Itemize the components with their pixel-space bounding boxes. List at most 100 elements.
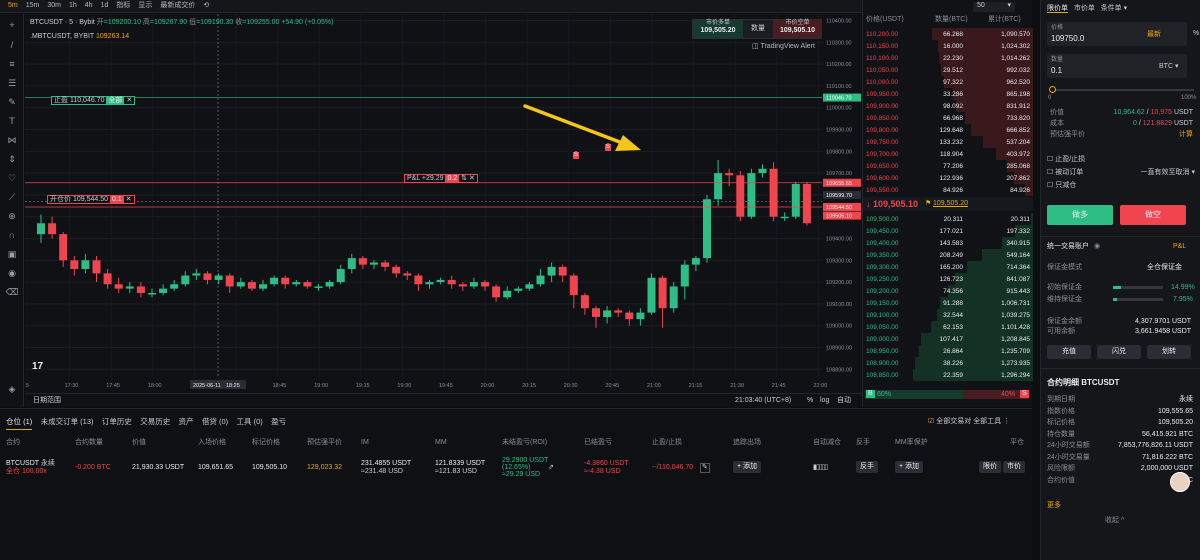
- price-chart[interactable]: 110400.00 110300.00 110200.00 110100.00 1100…: [25, 14, 862, 393]
- bid-row[interactable]: 109,350.00 208.249 549.164: [863, 249, 1033, 261]
- interval-30m[interactable]: 30m: [47, 1, 61, 9]
- bid-row[interactable]: 109,250.00 126.723 841.087: [863, 273, 1033, 285]
- ask-row[interactable]: 109,950.00 33.286 865.198: [863, 88, 1033, 100]
- brush-icon[interactable]: ✎: [8, 97, 16, 107]
- bid-row[interactable]: 109,500.00 20.311 20.311: [863, 213, 1033, 225]
- camera-icon[interactable]: ◫: [752, 43, 759, 50]
- tab-open-orders[interactable]: 未成交订单 (13): [40, 417, 94, 426]
- position-row[interactable]: BTCUSDT 永续 全仓 100.00x -0.200 BTC 21,930.…: [0, 457, 1032, 481]
- tab-trade-history[interactable]: 交易历史: [140, 417, 171, 426]
- column-header[interactable]: 入场价格: [198, 439, 226, 446]
- reverse-button[interactable]: 反手: [856, 461, 878, 474]
- measure-icon[interactable]: ⇕: [8, 154, 16, 164]
- latest-price-menu[interactable]: 最新成交价: [160, 1, 196, 9]
- entry-price-label[interactable]: 开仓价 109,544.50 0.1 ✕: [47, 195, 135, 204]
- quick-qty[interactable]: 数量: [751, 25, 765, 32]
- horizontal-lines-icon[interactable]: ≡: [9, 59, 15, 69]
- indicator-menu[interactable]: 指标: [116, 1, 131, 9]
- ask-row[interactable]: 110,200.00 66.268 1,090.570: [863, 28, 1033, 40]
- bid-row[interactable]: 108,950.00 26.864 1,235.709: [863, 345, 1033, 357]
- percent-icon[interactable]: %: [1193, 30, 1200, 37]
- more-icon[interactable]: ⋮: [1003, 418, 1011, 425]
- tpsl-checkbox[interactable]: ☐: [1047, 156, 1054, 163]
- close-market-button[interactable]: 市价: [1003, 461, 1025, 474]
- bid-row[interactable]: 109,200.00 74.356 915.443: [863, 285, 1033, 297]
- tab-loans[interactable]: 借贷 (0): [201, 417, 229, 426]
- ask-row[interactable]: 109,750.00 133.232 537.204: [863, 136, 1033, 148]
- more-link[interactable]: 更多: [1047, 502, 1061, 509]
- take-profit-label[interactable]: 止盈 110,046.70 全部 ✕: [51, 96, 136, 105]
- bid-row[interactable]: 109,050.00 62.153 1,101.428: [863, 321, 1033, 333]
- tab-tools[interactable]: 工具 (0): [236, 417, 263, 426]
- pattern-icon[interactable]: ⋈: [7, 135, 17, 145]
- trailing-add-button[interactable]: + 添加: [733, 461, 762, 474]
- column-header[interactable]: 止盈/止损: [652, 439, 682, 446]
- column-header[interactable]: MM率保护: [895, 439, 928, 446]
- column-header[interactable]: 预估强平价: [307, 439, 342, 446]
- ask-row[interactable]: 110,050.00 29.512 992.032: [863, 64, 1033, 76]
- tab-assets[interactable]: 资产: [178, 417, 194, 426]
- eye-icon[interactable]: ◉: [1094, 243, 1101, 250]
- convert-button[interactable]: 闪兑: [1097, 345, 1141, 359]
- mm-protect-add-button[interactable]: + 添加: [895, 461, 924, 474]
- reduce-only-checkbox[interactable]: ☐: [1047, 182, 1054, 189]
- close-icon[interactable]: ✕: [125, 196, 132, 203]
- interval-5m[interactable]: 5m: [8, 1, 18, 9]
- tab-limit[interactable]: 限价单: [1047, 5, 1068, 13]
- display-menu[interactable]: 显示: [138, 1, 153, 9]
- ruler-icon[interactable]: ⟋: [8, 192, 16, 202]
- magnet-icon[interactable]: ∩: [8, 230, 16, 240]
- close-limit-button[interactable]: 限价: [979, 461, 1001, 474]
- qty-field[interactable]: 数量 0.1 BTC ▾: [1047, 54, 1187, 78]
- bid-row[interactable]: 109,100.00 32.544 1,039.275: [863, 309, 1033, 321]
- zoom-icon[interactable]: ⊕: [8, 211, 16, 221]
- text-icon[interactable]: T: [9, 116, 15, 126]
- candlestick-canvas[interactable]: 110400.00 110300.00 110200.00 110100.00 1100…: [25, 14, 862, 393]
- qty-slider[interactable]: [1049, 86, 1194, 94]
- close-icon[interactable]: ✕: [126, 97, 133, 104]
- bid-row[interactable]: 109,450.00 177.021 197.332: [863, 225, 1033, 237]
- lock-icon[interactable]: ▣: [7, 249, 17, 259]
- column-header[interactable]: MM: [435, 439, 447, 446]
- transfer-button[interactable]: 划转: [1147, 345, 1191, 359]
- market-sell-button[interactable]: 市价空单 109,505.10: [773, 20, 822, 38]
- ask-row[interactable]: 109,700.00 118.904 403.972: [863, 148, 1033, 160]
- tab-positions[interactable]: 仓位 (1): [6, 417, 33, 430]
- column-header[interactable]: IM: [361, 439, 369, 446]
- column-header[interactable]: 追踪出场: [733, 439, 761, 446]
- column-header[interactable]: 已结盈亏: [584, 439, 612, 446]
- tab-pnl[interactable]: 盈亏: [271, 417, 287, 426]
- crosshair-icon[interactable]: +: [9, 20, 15, 30]
- ask-row[interactable]: 109,550.00 84.926 84.926: [863, 184, 1033, 196]
- bid-row[interactable]: 109,150.00 91.288 1,006.731: [863, 297, 1033, 309]
- column-header[interactable]: 反手: [856, 439, 870, 446]
- heart-icon[interactable]: ♡: [7, 173, 17, 183]
- column-header[interactable]: 未结盈亏(ROI): [502, 439, 548, 446]
- interval-15m[interactable]: 15m: [25, 1, 40, 9]
- long-button[interactable]: 做多: [1047, 205, 1113, 225]
- auto-toggle[interactable]: 自动: [837, 397, 851, 404]
- all-tools-dropdown[interactable]: 全部工具: [973, 418, 1002, 425]
- column-header[interactable]: 标记价格: [252, 439, 280, 446]
- chevron-down-icon[interactable]: ▾: [1123, 5, 1128, 12]
- ask-row[interactable]: 109,900.00 98.092 831.912: [863, 100, 1033, 112]
- percent-toggle[interactable]: %: [807, 397, 814, 404]
- trend-line-icon[interactable]: /: [10, 40, 14, 50]
- collapse-link[interactable]: 收起 ^: [1105, 517, 1125, 524]
- pnl-link[interactable]: P&L: [1173, 243, 1187, 250]
- bid-row[interactable]: 109,000.00 107.417 1,208.845: [863, 333, 1033, 345]
- tab-order-history[interactable]: 订单历史: [101, 417, 132, 426]
- price-field[interactable]: 价格 109750.0 最新: [1047, 22, 1187, 46]
- column-header[interactable]: 平仓: [1010, 439, 1024, 446]
- swap-icon[interactable]: ⇅: [461, 175, 468, 182]
- avatar[interactable]: [1170, 472, 1190, 492]
- price-input[interactable]: 109750.0: [1051, 34, 1085, 43]
- interval-1h[interactable]: 1h: [68, 1, 77, 9]
- column-header[interactable]: 自动减仓: [813, 439, 841, 446]
- short-button[interactable]: 做空: [1120, 205, 1186, 225]
- bid-row[interactable]: 108,850.00 22.359 1,296.294: [863, 369, 1033, 381]
- liq-calc-link[interactable]: 计算: [1179, 131, 1193, 138]
- deposit-button[interactable]: 充值: [1047, 345, 1091, 359]
- close-icon[interactable]: ✕: [469, 175, 475, 182]
- bid-row[interactable]: 108,900.00 38.226 1,273.935: [863, 357, 1033, 369]
